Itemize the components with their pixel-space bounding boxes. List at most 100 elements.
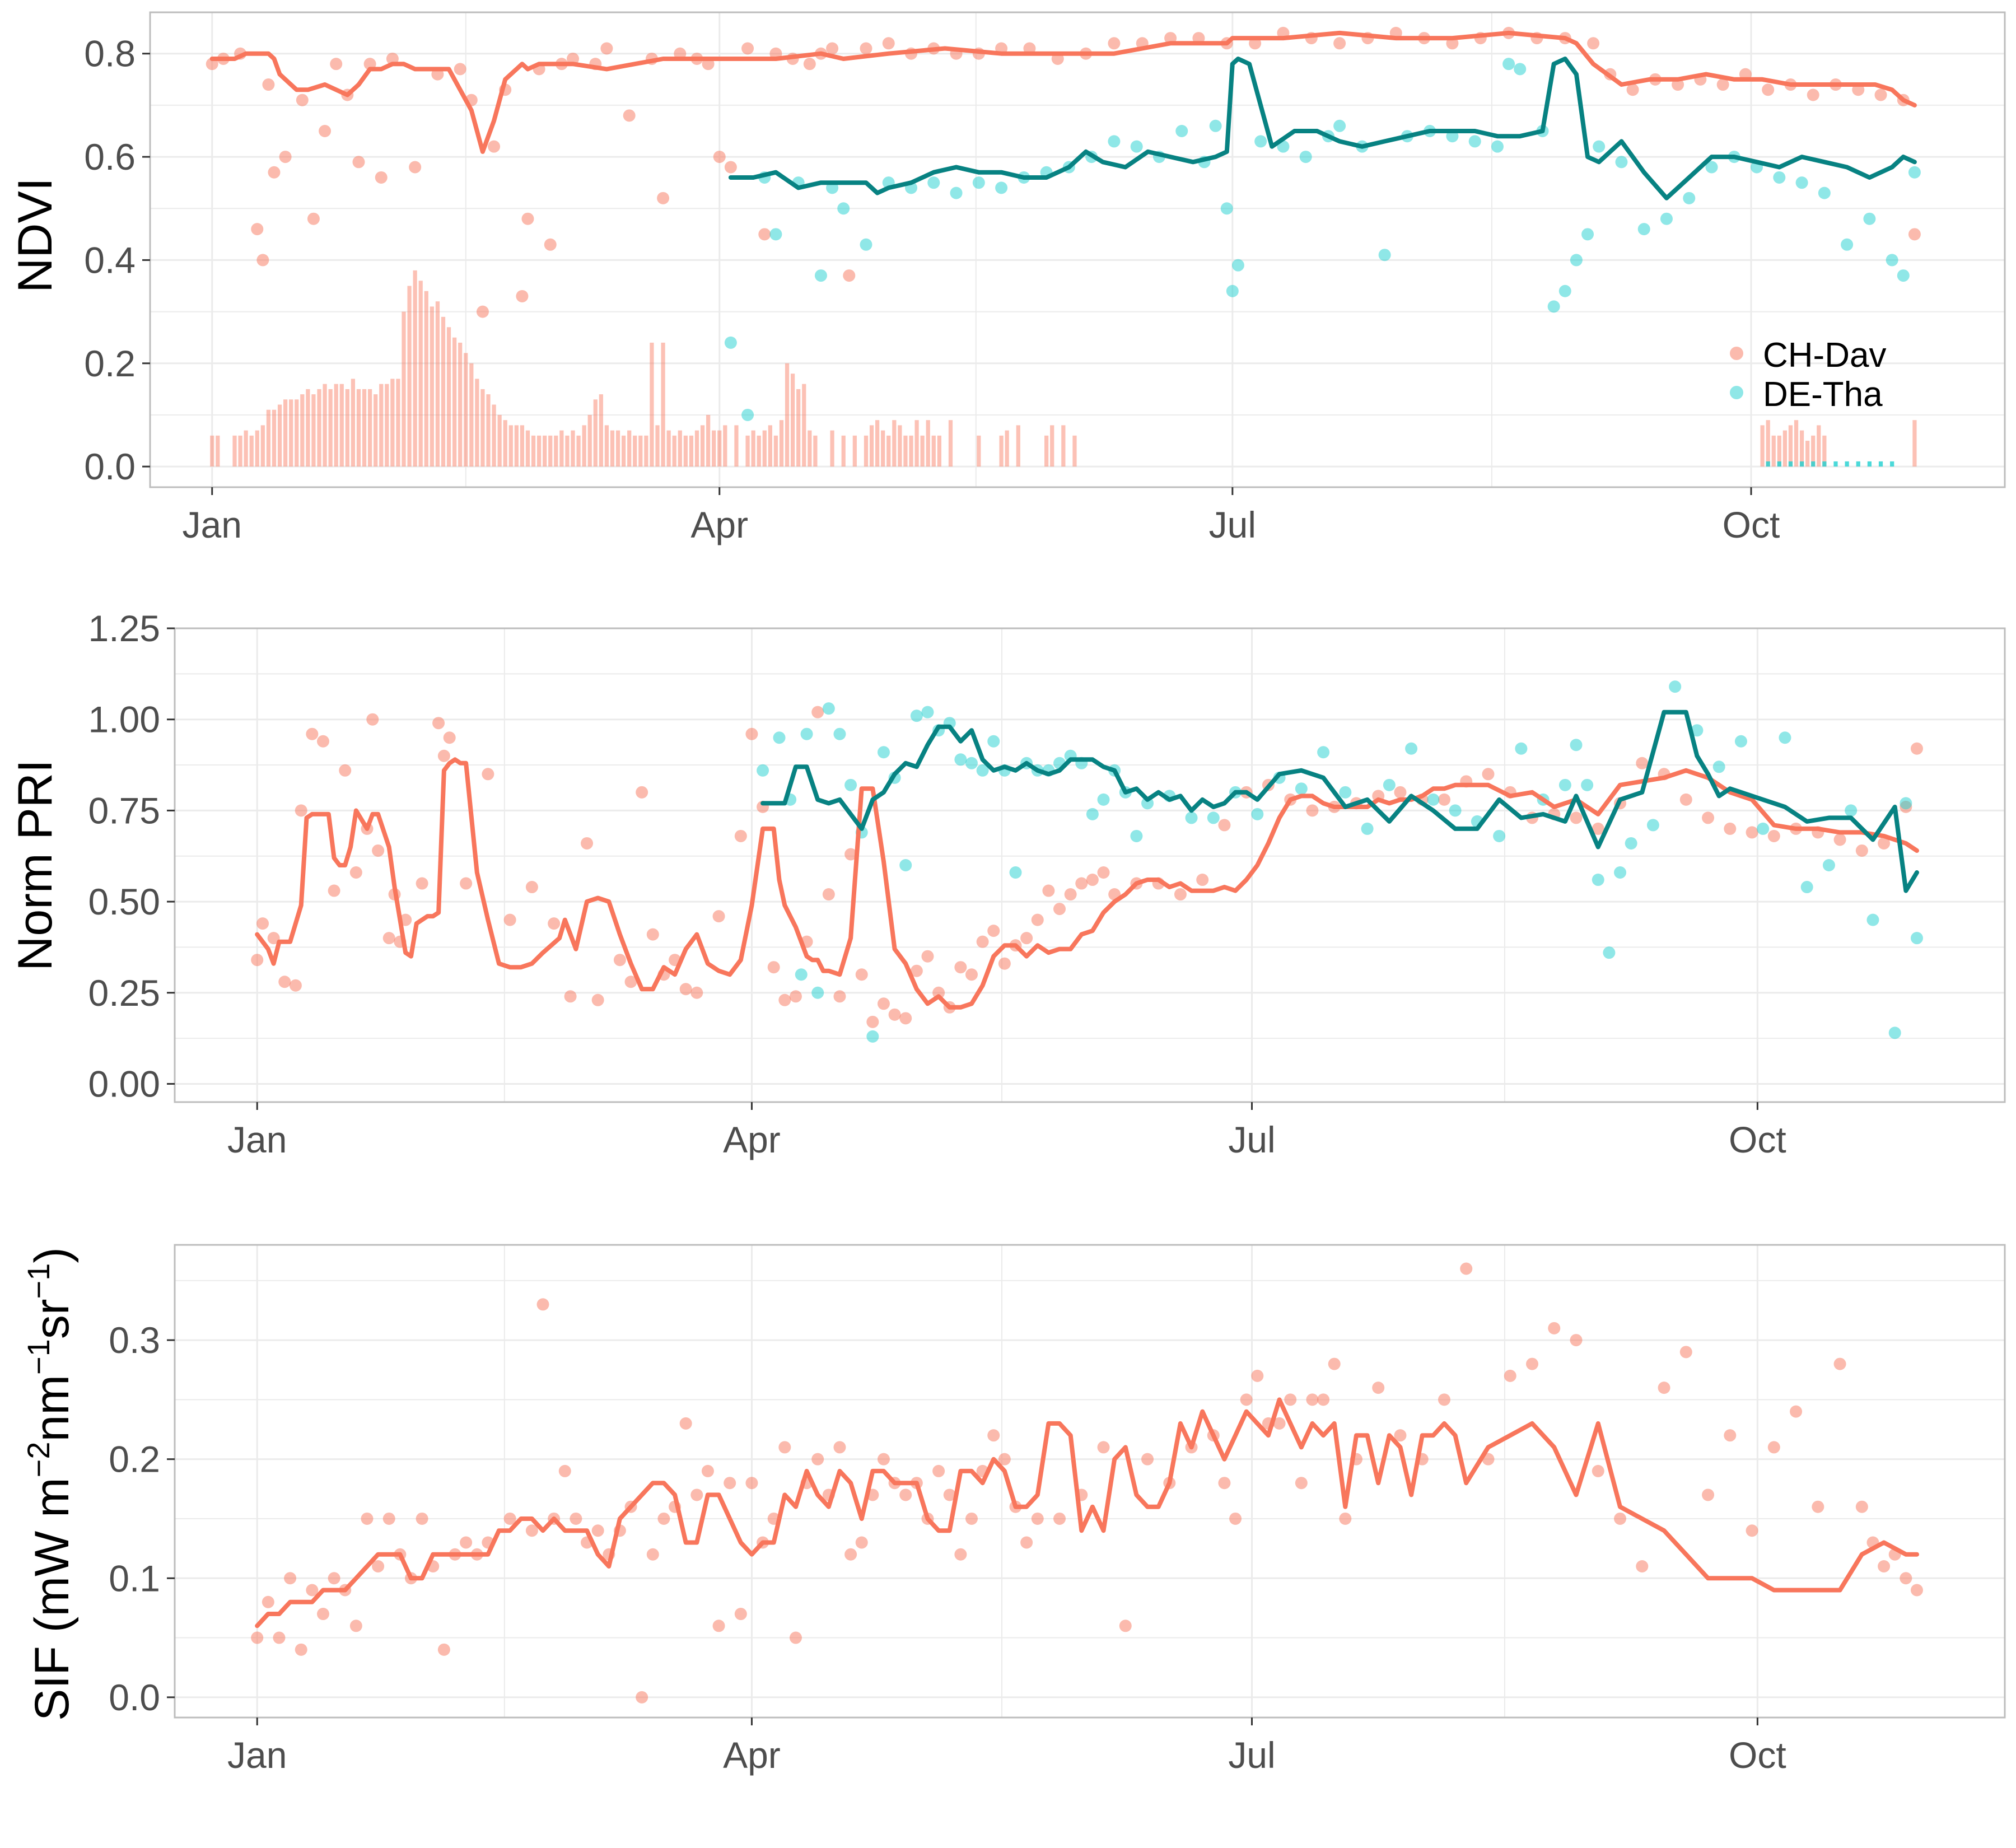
ndvi-lines bbox=[209, 30, 1917, 200]
pri-point-ch-dav bbox=[1679, 793, 1692, 806]
pri-point-ch-dav bbox=[965, 968, 978, 981]
ndvi-y-tick-label: 0.6 bbox=[84, 136, 136, 178]
pri-point-ch-dav bbox=[591, 993, 604, 1006]
ndvi-point-ch-dav bbox=[623, 109, 636, 122]
ndvi-bar-ch-dav bbox=[1777, 435, 1781, 467]
pri-y-tick-label: 0.00 bbox=[88, 1063, 160, 1104]
sif-point-ch-dav bbox=[1724, 1429, 1737, 1442]
ndvi-bar-ch-dav bbox=[1799, 430, 1804, 467]
ndvi-point-de-tha bbox=[1795, 176, 1808, 189]
ndvi-bar-ch-dav bbox=[244, 430, 248, 467]
ndvi-bar-ch-dav bbox=[920, 435, 925, 467]
sif-point-ch-dav bbox=[1372, 1382, 1385, 1394]
sif-point-ch-dav bbox=[591, 1524, 604, 1537]
sif-panel: 0.00.10.20.3 Jan Apr Jul Oct SIF (mW m−2nm−… bbox=[21, 1244, 2006, 1776]
ndvi-bar-ch-dav bbox=[554, 435, 558, 467]
sif-point-ch-dav bbox=[877, 1453, 890, 1466]
pri-point-ch-dav bbox=[636, 786, 648, 799]
ndvi-point-ch-dav bbox=[882, 37, 895, 50]
ndvi-bar-ch-dav bbox=[914, 420, 919, 467]
pri-point-ch-dav bbox=[822, 888, 835, 901]
ndvi-bar-ch-dav bbox=[536, 435, 542, 467]
ndvi-y-axis-title: NDVI bbox=[8, 178, 62, 292]
sif-point-ch-dav bbox=[1878, 1560, 1891, 1573]
ndvi-bar-ch-dav bbox=[909, 435, 913, 467]
ndvi-bar-ch-dav bbox=[977, 435, 981, 467]
ndvi-bar-ch-dav bbox=[374, 394, 378, 467]
ndvi-bar-ch-dav bbox=[232, 435, 237, 467]
ndvi-bar-ch-dav bbox=[469, 363, 474, 467]
sif-point-ch-dav bbox=[1218, 1477, 1231, 1490]
ndvi-point-ch-dav bbox=[409, 161, 422, 174]
sif-y-tick-label: 0.1 bbox=[109, 1557, 160, 1599]
pri-point-de-tha bbox=[866, 1030, 879, 1043]
sif-point-ch-dav bbox=[1614, 1512, 1627, 1525]
sif-plot-frame bbox=[174, 1244, 2006, 1719]
ndvi-bar-ch-dav bbox=[886, 435, 891, 467]
ndvi-bar-ch-dav bbox=[768, 425, 772, 467]
ndvi-point-ch-dav bbox=[1874, 88, 1887, 101]
ndvi-bar-ch-dav bbox=[559, 430, 564, 467]
pri-point-ch-dav bbox=[349, 866, 362, 879]
pri-point-de-tha bbox=[1185, 811, 1198, 824]
ndvi-bar-ch-dav bbox=[644, 435, 648, 467]
ndvi-grid bbox=[150, 12, 2005, 487]
sif-point-ch-dav bbox=[1910, 1584, 1923, 1597]
ndvi-bar-ch-dav bbox=[813, 435, 818, 467]
legend-label-de-tha: DE-Tha bbox=[1763, 375, 1883, 414]
ndvi-bar-ch-dav bbox=[492, 404, 496, 467]
pri-point-ch-dav bbox=[1064, 888, 1077, 901]
pri-x-ticks: Jan Apr Jul Oct bbox=[227, 1102, 1786, 1160]
pri-point-ch-dav bbox=[251, 954, 264, 967]
pri-point-ch-dav bbox=[437, 749, 450, 762]
pri-x-tick-label: Apr bbox=[723, 1119, 781, 1160]
ndvi-panel: 0.0 0.2 0.4 0.6 0.8 Jan Apr Jul Oct NDVI CH-Dav… bbox=[8, 11, 2006, 545]
ndvi-point-de-tha bbox=[1863, 212, 1876, 225]
pri-point-de-tha bbox=[1361, 822, 1374, 835]
pri-point-ch-dav bbox=[789, 990, 802, 1003]
ndvi-point-ch-dav bbox=[1716, 78, 1729, 91]
ndvi-bar-ch-dav bbox=[599, 394, 603, 467]
sif-label-part-1: SIF (mW m bbox=[25, 1477, 79, 1721]
pri-point-ch-dav bbox=[679, 983, 692, 996]
ndvi-point-de-tha bbox=[741, 408, 754, 421]
ndvi-point-de-tha bbox=[1502, 58, 1515, 71]
sif-point-ch-dav bbox=[503, 1512, 516, 1525]
ndvi-bar-de-tha bbox=[1856, 461, 1860, 467]
sif-point-ch-dav bbox=[1229, 1512, 1242, 1525]
sif-point-ch-dav bbox=[1339, 1512, 1352, 1525]
pri-y-ticks: 0.00 0.25 0.50 0.75 1.00 1.25 bbox=[88, 608, 175, 1104]
ndvi-bar-ch-dav bbox=[892, 420, 897, 467]
sif-x-tick-label: Apr bbox=[723, 1734, 781, 1776]
pri-point-ch-dav bbox=[256, 917, 269, 930]
ndvi-bar-ch-dav bbox=[441, 316, 446, 467]
pri-y-tick-label: 1.25 bbox=[88, 608, 160, 649]
pri-point-de-tha bbox=[1558, 778, 1571, 791]
pri-point-ch-dav bbox=[525, 881, 538, 894]
ndvi-point-de-tha bbox=[1299, 151, 1312, 164]
pri-point-de-tha bbox=[1295, 782, 1308, 795]
sif-point-ch-dav bbox=[646, 1548, 659, 1561]
ndvi-bar-ch-dav bbox=[458, 342, 463, 467]
sif-point-ch-dav bbox=[306, 1584, 319, 1597]
ndvi-x-tick-label: Jul bbox=[1209, 504, 1256, 545]
ndvi-bar-ch-dav bbox=[367, 389, 372, 467]
ndvi-bar-ch-dav bbox=[362, 389, 367, 467]
sif-point-ch-dav bbox=[943, 1488, 956, 1501]
pri-point-ch-dav bbox=[1306, 804, 1319, 817]
sif-point-ch-dav bbox=[899, 1488, 912, 1501]
pri-line-de-tha bbox=[760, 710, 1919, 893]
ndvi-x-tick-label: Oct bbox=[1723, 504, 1780, 545]
sif-point-ch-dav bbox=[745, 1477, 758, 1490]
pri-point-de-tha bbox=[1603, 946, 1616, 959]
sif-point-ch-dav bbox=[998, 1453, 1011, 1466]
ndvi-bar-ch-dav bbox=[323, 384, 327, 467]
ndvi-point-de-tha bbox=[1175, 125, 1188, 137]
sif-y-tick-label: 0.2 bbox=[109, 1439, 160, 1480]
sif-point-ch-dav bbox=[690, 1488, 703, 1501]
pri-point-ch-dav bbox=[1767, 829, 1780, 842]
pri-point-ch-dav bbox=[1097, 866, 1110, 879]
ndvi-bar-ch-dav bbox=[520, 425, 525, 467]
ndvi-bar-ch-dav bbox=[1050, 425, 1054, 467]
ndvi-bar-ch-dav bbox=[779, 420, 784, 467]
